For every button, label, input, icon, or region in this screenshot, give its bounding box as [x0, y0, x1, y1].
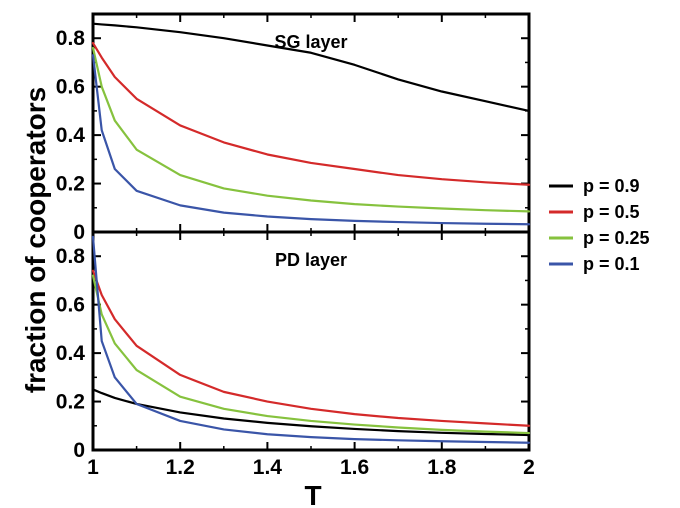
legend-label: p = 0.25 [583, 228, 650, 248]
y-tick-label: 0.4 [56, 342, 86, 365]
x-tick-label: 2 [523, 456, 535, 479]
x-tick-label: 1.8 [427, 456, 457, 479]
y-tick-label: 0 [73, 221, 85, 244]
legend-label: p = 0.1 [583, 254, 640, 274]
series-line [93, 271, 529, 426]
y-tick-label: 0.4 [56, 124, 86, 147]
x-axis-title: T [304, 480, 321, 508]
legend-label: p = 0.9 [583, 176, 640, 196]
y-tick-label: 0.6 [56, 294, 85, 317]
legend: p = 0.9 p = 0.5 p = 0.25 p = 0.1 [549, 176, 650, 274]
y-tick-label: 0.8 [56, 245, 86, 268]
y-tick-label: 0.2 [56, 391, 85, 414]
panel-pd: 0 0.2 0.4 0.6 0.8 PD layer [56, 232, 529, 462]
series-line [93, 48, 529, 212]
y-axis-title: fraction of cooperators [20, 87, 51, 393]
y-tick-label: 0.2 [56, 173, 85, 196]
panel-sg: 00.20.40.60.8 SG layer [56, 14, 529, 244]
x-tick-label: 1.2 [166, 456, 195, 479]
y-tick-label: 0.6 [56, 76, 85, 99]
y-tick-label: 0.8 [56, 27, 86, 50]
legend-label: p = 0.5 [583, 202, 640, 222]
x-tick-label: 1.6 [340, 456, 369, 479]
x-tick-label: 1.4 [253, 456, 283, 479]
series-line [93, 55, 529, 224]
x-tick-label: 1 [87, 456, 99, 479]
y-tick-label: 0 [73, 439, 85, 462]
panel-title: PD layer [275, 250, 347, 270]
